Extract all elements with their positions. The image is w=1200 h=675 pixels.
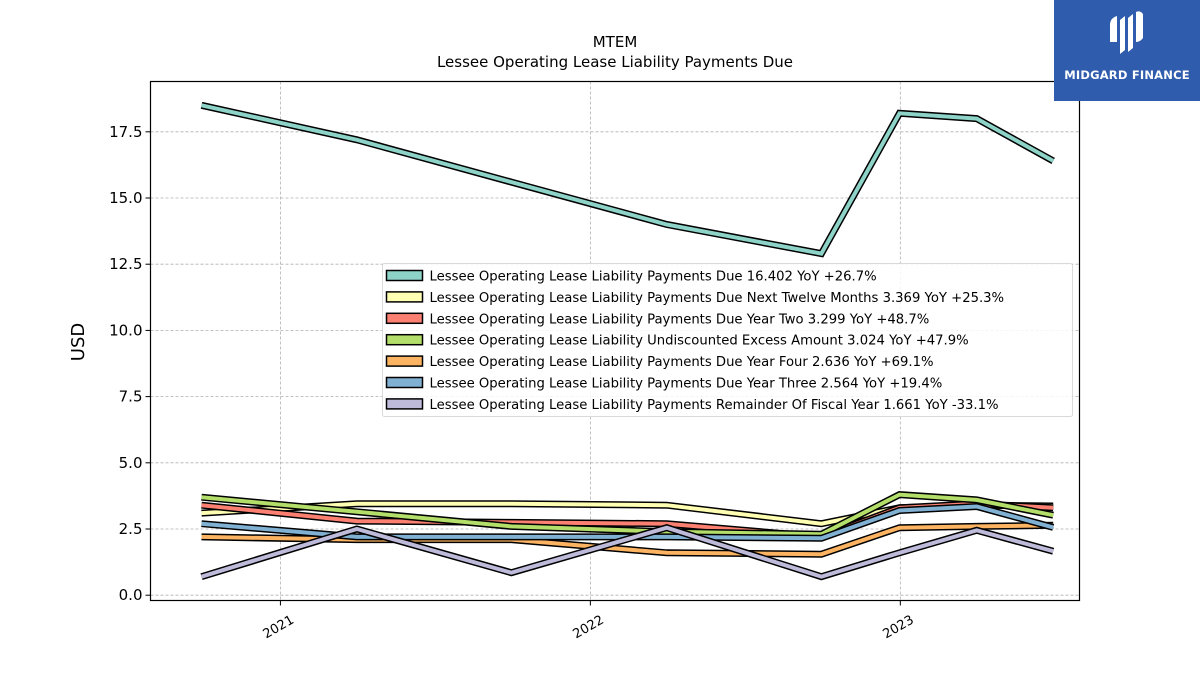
- x-tick-label: 2022: [571, 613, 607, 643]
- legend-swatch: [385, 333, 424, 346]
- chart-title: MTEM: [593, 33, 638, 51]
- series-layer: [200, 101, 1055, 581]
- legend-swatch: [385, 291, 424, 303]
- legend-label: Lessee Operating Lease Liability Payment…: [430, 377, 943, 392]
- legend-swatch: [385, 398, 424, 410]
- midgard-finance-logo: MIDGARD FINANCE: [1054, 0, 1200, 101]
- x-axis: 2021 2022 2023: [261, 600, 917, 643]
- legend-swatch: [385, 269, 424, 282]
- legend-label: Lessee Operating Lease Liability Payment…: [430, 270, 877, 285]
- x-tick-label: 2021: [261, 613, 297, 643]
- legend-label: Lessee Operating Lease Liability Payment…: [430, 312, 930, 327]
- series-line: [200, 525, 1054, 579]
- y-tick-label: 5.0: [119, 454, 143, 472]
- series-line: [201, 492, 1054, 537]
- legend-swatch: [385, 355, 424, 367]
- chart-subtitle: Lessee Operating Lease Liability Payment…: [437, 53, 793, 71]
- y-axis-label: USD: [68, 323, 89, 361]
- y-axis: 0.0 2.5 5.0 7.5 10.0 12.5 15.0 17.5: [109, 123, 151, 604]
- y-tick-label: 15.0: [109, 189, 142, 207]
- logo-text: MIDGARD FINANCE: [1064, 68, 1190, 82]
- legend-swatch: [385, 312, 424, 325]
- legend-swatch: [385, 376, 424, 389]
- x-tick-label: 2023: [880, 613, 916, 643]
- series-outline: [200, 101, 1055, 258]
- plot-frame: [149, 80, 1081, 602]
- y-tick-label: 0.0: [119, 586, 143, 604]
- legend: Lessee Operating Lease Liability Payment…: [382, 263, 1073, 417]
- midgard-finance-logo-icon: [1110, 11, 1143, 54]
- legend-label: Lessee Operating Lease Liability Payment…: [430, 355, 934, 370]
- legend-label: Lessee Operating Lease Liability Payment…: [430, 398, 999, 413]
- y-tick-label: 2.5: [119, 520, 143, 538]
- legend-label: Lessee Operating Lease Liability Payment…: [430, 291, 1005, 306]
- y-tick-label: 7.5: [119, 388, 143, 406]
- series-line: [201, 103, 1055, 256]
- legend-label: Lessee Operating Lease Liability Undisco…: [430, 334, 969, 349]
- legend-box: [382, 263, 1073, 417]
- y-tick-label: 17.5: [109, 123, 142, 141]
- y-tick-label: 12.5: [109, 255, 142, 273]
- y-tick-label: 10.0: [109, 321, 142, 339]
